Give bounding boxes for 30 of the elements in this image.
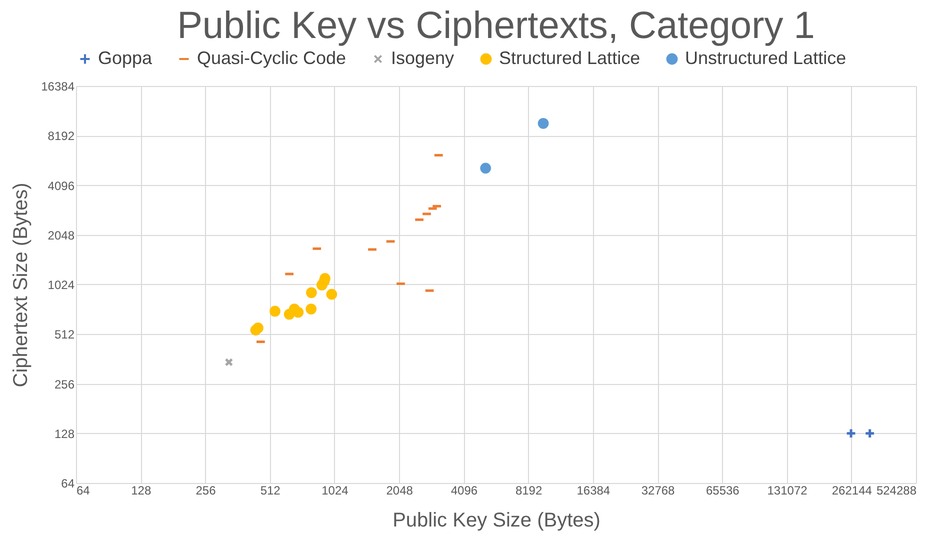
chart-title: Public Key vs Ciphertexts, Category 1 (177, 5, 815, 47)
legend-label: Quasi-Cyclic Code (197, 48, 346, 68)
x-tick-label: 262144 (832, 484, 872, 498)
legend-label: Structured Lattice (499, 48, 640, 68)
y-tick-label: 1024 (48, 278, 75, 292)
x-axis-title: Public Key Size (Bytes) (392, 510, 600, 532)
x-tick-label: 64 (76, 484, 90, 498)
y-tick-label: 128 (54, 426, 75, 441)
x-tick-label: 1024 (322, 484, 349, 498)
x-tick-label: 32768 (641, 484, 676, 498)
legend-label: Unstructured Lattice (685, 48, 846, 68)
x-tick-label: 4096 (450, 484, 478, 498)
y-tick-label: 16384 (41, 80, 75, 94)
y-tick-label: 8192 (48, 129, 75, 144)
legend-label: Isogeny (391, 48, 454, 68)
y-tick-label: 512 (54, 328, 75, 342)
legend-label: Goppa (98, 48, 154, 68)
x-tick-label: 65536 (706, 484, 740, 498)
y-tick-label: 4096 (48, 178, 75, 193)
x-tick-label: 512 (260, 484, 281, 498)
x-tick-label: 16384 (576, 484, 610, 498)
x-tick-label: 2048 (386, 484, 414, 498)
x-tick-label: 256 (196, 484, 216, 498)
x-tick-label: 524288 (876, 484, 917, 498)
y-tick-label: 2048 (48, 228, 75, 242)
x-tick-label: 131072 (767, 484, 808, 498)
y-tick-label: 256 (54, 377, 75, 392)
x-tick-label: 128 (131, 484, 152, 498)
x-tick-label: 8192 (515, 484, 542, 498)
y-axis-title: Ciphertext Size (Bytes) (10, 182, 32, 388)
